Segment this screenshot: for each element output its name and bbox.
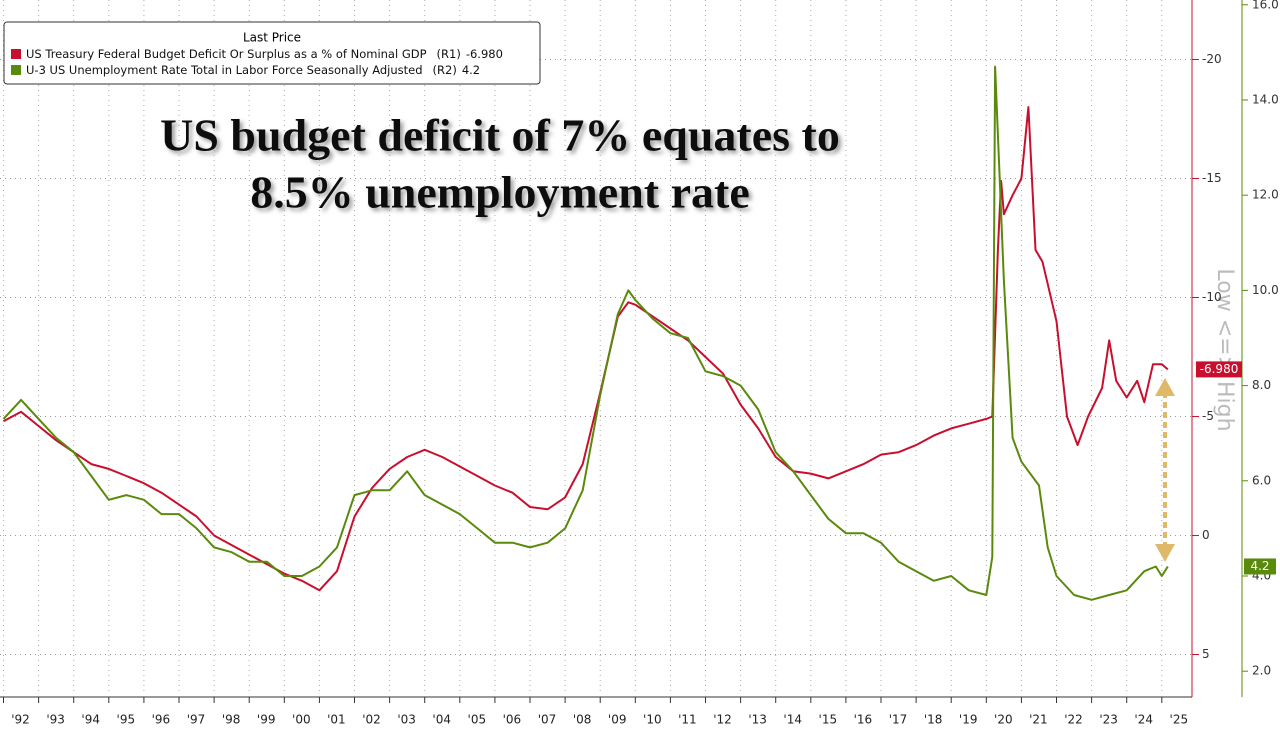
arrow-head: [1155, 378, 1175, 396]
legend-axis-label: (R1): [437, 47, 461, 61]
last-value-label: -6.980: [1200, 362, 1239, 376]
y2-tick-label: 16.0: [1252, 0, 1279, 11]
legend-label: U-3 US Unemployment Rate Total in Labor …: [26, 63, 480, 77]
x-tick-label: '08: [573, 713, 592, 727]
x-tick-label: '09: [608, 713, 627, 727]
x-tick-label: '13: [748, 713, 767, 727]
x-tick-label: '18: [924, 713, 943, 727]
x-tick-label: '04: [432, 713, 451, 727]
x-tick-label: '03: [397, 713, 416, 727]
x-tick-label: '99: [257, 713, 276, 727]
y2-tick-label: 10.0: [1252, 283, 1279, 297]
x-tick-label: '11: [678, 713, 697, 727]
x-tick-label: '15: [819, 713, 838, 727]
y-tick-label: -15: [1202, 171, 1222, 185]
x-tick-label: '02: [362, 713, 381, 727]
x-tick-label: '25: [1170, 713, 1189, 727]
chart-title: 8.5% unemployment rate: [250, 167, 750, 218]
series-line: [3, 106, 1169, 592]
chart-title: US budget deficit of 7% equates to: [160, 110, 840, 161]
legend-axis-label: (R2): [433, 63, 457, 77]
x-tick-label: '21: [1029, 713, 1048, 727]
last-value-badge: [1196, 361, 1242, 378]
x-tick-label: '93: [46, 713, 65, 727]
y2-tick-label: 6.0: [1252, 473, 1271, 487]
plot-area: [2, 65, 1169, 601]
x-tick-label: '92: [11, 713, 30, 727]
y2-tick-label: 14.0: [1252, 92, 1279, 106]
y-tick-label: -20: [1202, 52, 1222, 66]
legend-name: U-3 US Unemployment Rate Total in Labor …: [26, 63, 423, 77]
x-tick-label: '22: [1064, 713, 1083, 727]
x-tick-label: '96: [152, 713, 171, 727]
x-tick-label: '01: [327, 713, 346, 727]
legend-swatch: [11, 65, 21, 75]
x-tick-label: '23: [1099, 713, 1118, 727]
x-tick-label: '19: [959, 713, 978, 727]
arrow-head: [1155, 544, 1175, 562]
y-tick-label: -10: [1202, 290, 1222, 304]
x-tick-label: '14: [783, 713, 802, 727]
y2-tick-label: 12.0: [1252, 188, 1279, 202]
x-tick-label: '12: [713, 713, 732, 727]
y2-tick-label: 2.0: [1252, 664, 1271, 678]
legend-last-label: 4.2: [462, 63, 480, 77]
x-tick-label: '06: [503, 713, 522, 727]
last-value-badge: [1244, 558, 1276, 575]
legend-name: US Treasury Federal Budget Deficit Or Su…: [26, 47, 427, 61]
x-tick-label: '24: [1134, 713, 1153, 727]
y2-tick-label: 8.0: [1252, 378, 1271, 392]
grid: [0, 0, 1192, 695]
x-tick-label: '97: [187, 713, 206, 727]
x-tick-label: '00: [292, 713, 311, 727]
x-tick-label: '05: [468, 713, 487, 727]
legend-swatch: [11, 49, 21, 59]
x-tick-label: '10: [643, 713, 662, 727]
x-tick-label: '94: [81, 713, 100, 727]
series-line: [2, 65, 1169, 601]
last-value-label: 4.2: [1250, 559, 1269, 573]
legend-box: [3, 21, 541, 85]
legend-title: Last Price: [243, 31, 301, 45]
legend-last-label: -6.980: [466, 47, 503, 61]
y-tick-label: -5: [1202, 409, 1214, 423]
annotation: Low <=> High: [1212, 268, 1237, 431]
x-tick-label: '20: [994, 713, 1013, 727]
x-tick-label: '17: [889, 713, 908, 727]
y-tick-label: 0: [1202, 528, 1210, 542]
x-tick-label: '98: [222, 713, 241, 727]
x-tick-label: '07: [538, 713, 557, 727]
y-tick-label: 5: [1202, 647, 1210, 661]
legend-label: US Treasury Federal Budget Deficit Or Su…: [26, 47, 503, 61]
x-tick-label: '16: [854, 713, 873, 727]
x-tick-label: '95: [117, 713, 136, 727]
